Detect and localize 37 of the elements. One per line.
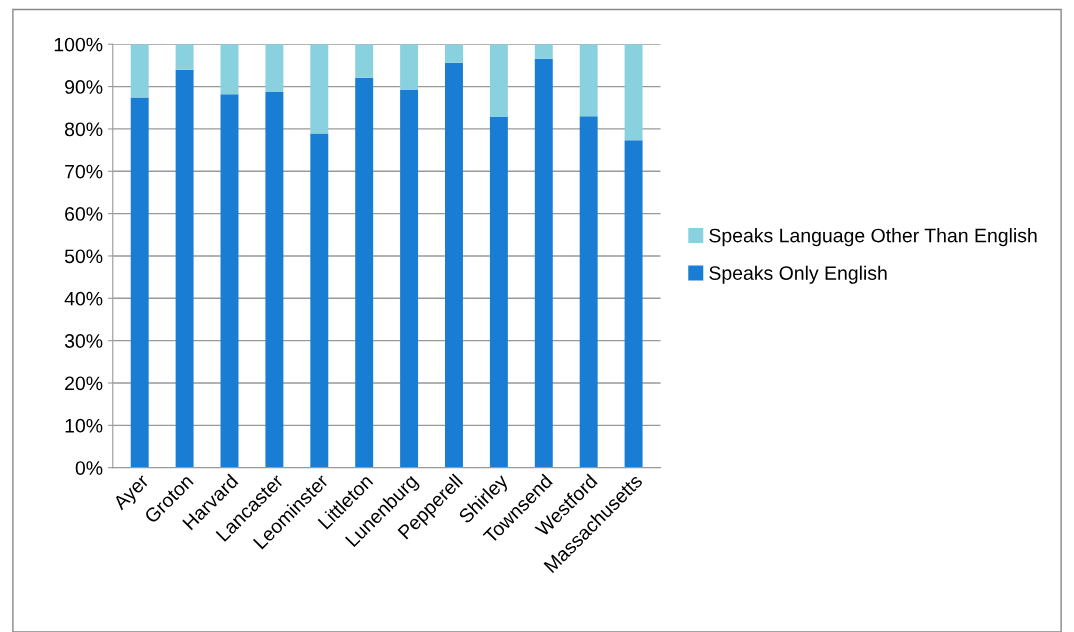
bar [355,44,374,78]
bar [400,89,419,468]
bar [400,44,419,90]
bar [445,62,463,468]
bar [220,44,239,95]
legend-label: Speaks Language Other Than English [709,228,1037,247]
y-tick-label: 0% [75,461,103,475]
bar [265,44,284,93]
y-tick-label: 70% [65,164,103,179]
y-tick-label: 90% [65,80,103,94]
bar [310,133,329,468]
bar [579,44,598,117]
bar [175,69,194,468]
y-tick-label: 20% [65,376,103,391]
y-tick-label: 80% [64,122,103,137]
bar [355,77,374,468]
bar [445,44,463,63]
bar [220,94,239,468]
y-tick-label: 100% [54,37,103,52]
bar [265,92,284,468]
bar [130,97,149,468]
bar [310,44,329,134]
bar [534,44,553,59]
bar [624,140,643,468]
y-tick-label: 30% [64,334,103,348]
bar [175,44,194,70]
y-tick-label: 50% [64,249,103,264]
y-tick-label: 40% [64,291,103,306]
legend-label: Speaks Only English [709,265,887,284]
bar [624,44,643,141]
y-tick-label: 10% [65,418,103,433]
y-tick-label: 60% [65,207,103,221]
bar [130,44,149,98]
bar [489,117,508,468]
bar [579,116,598,468]
bar [489,44,508,118]
bar [534,58,553,468]
